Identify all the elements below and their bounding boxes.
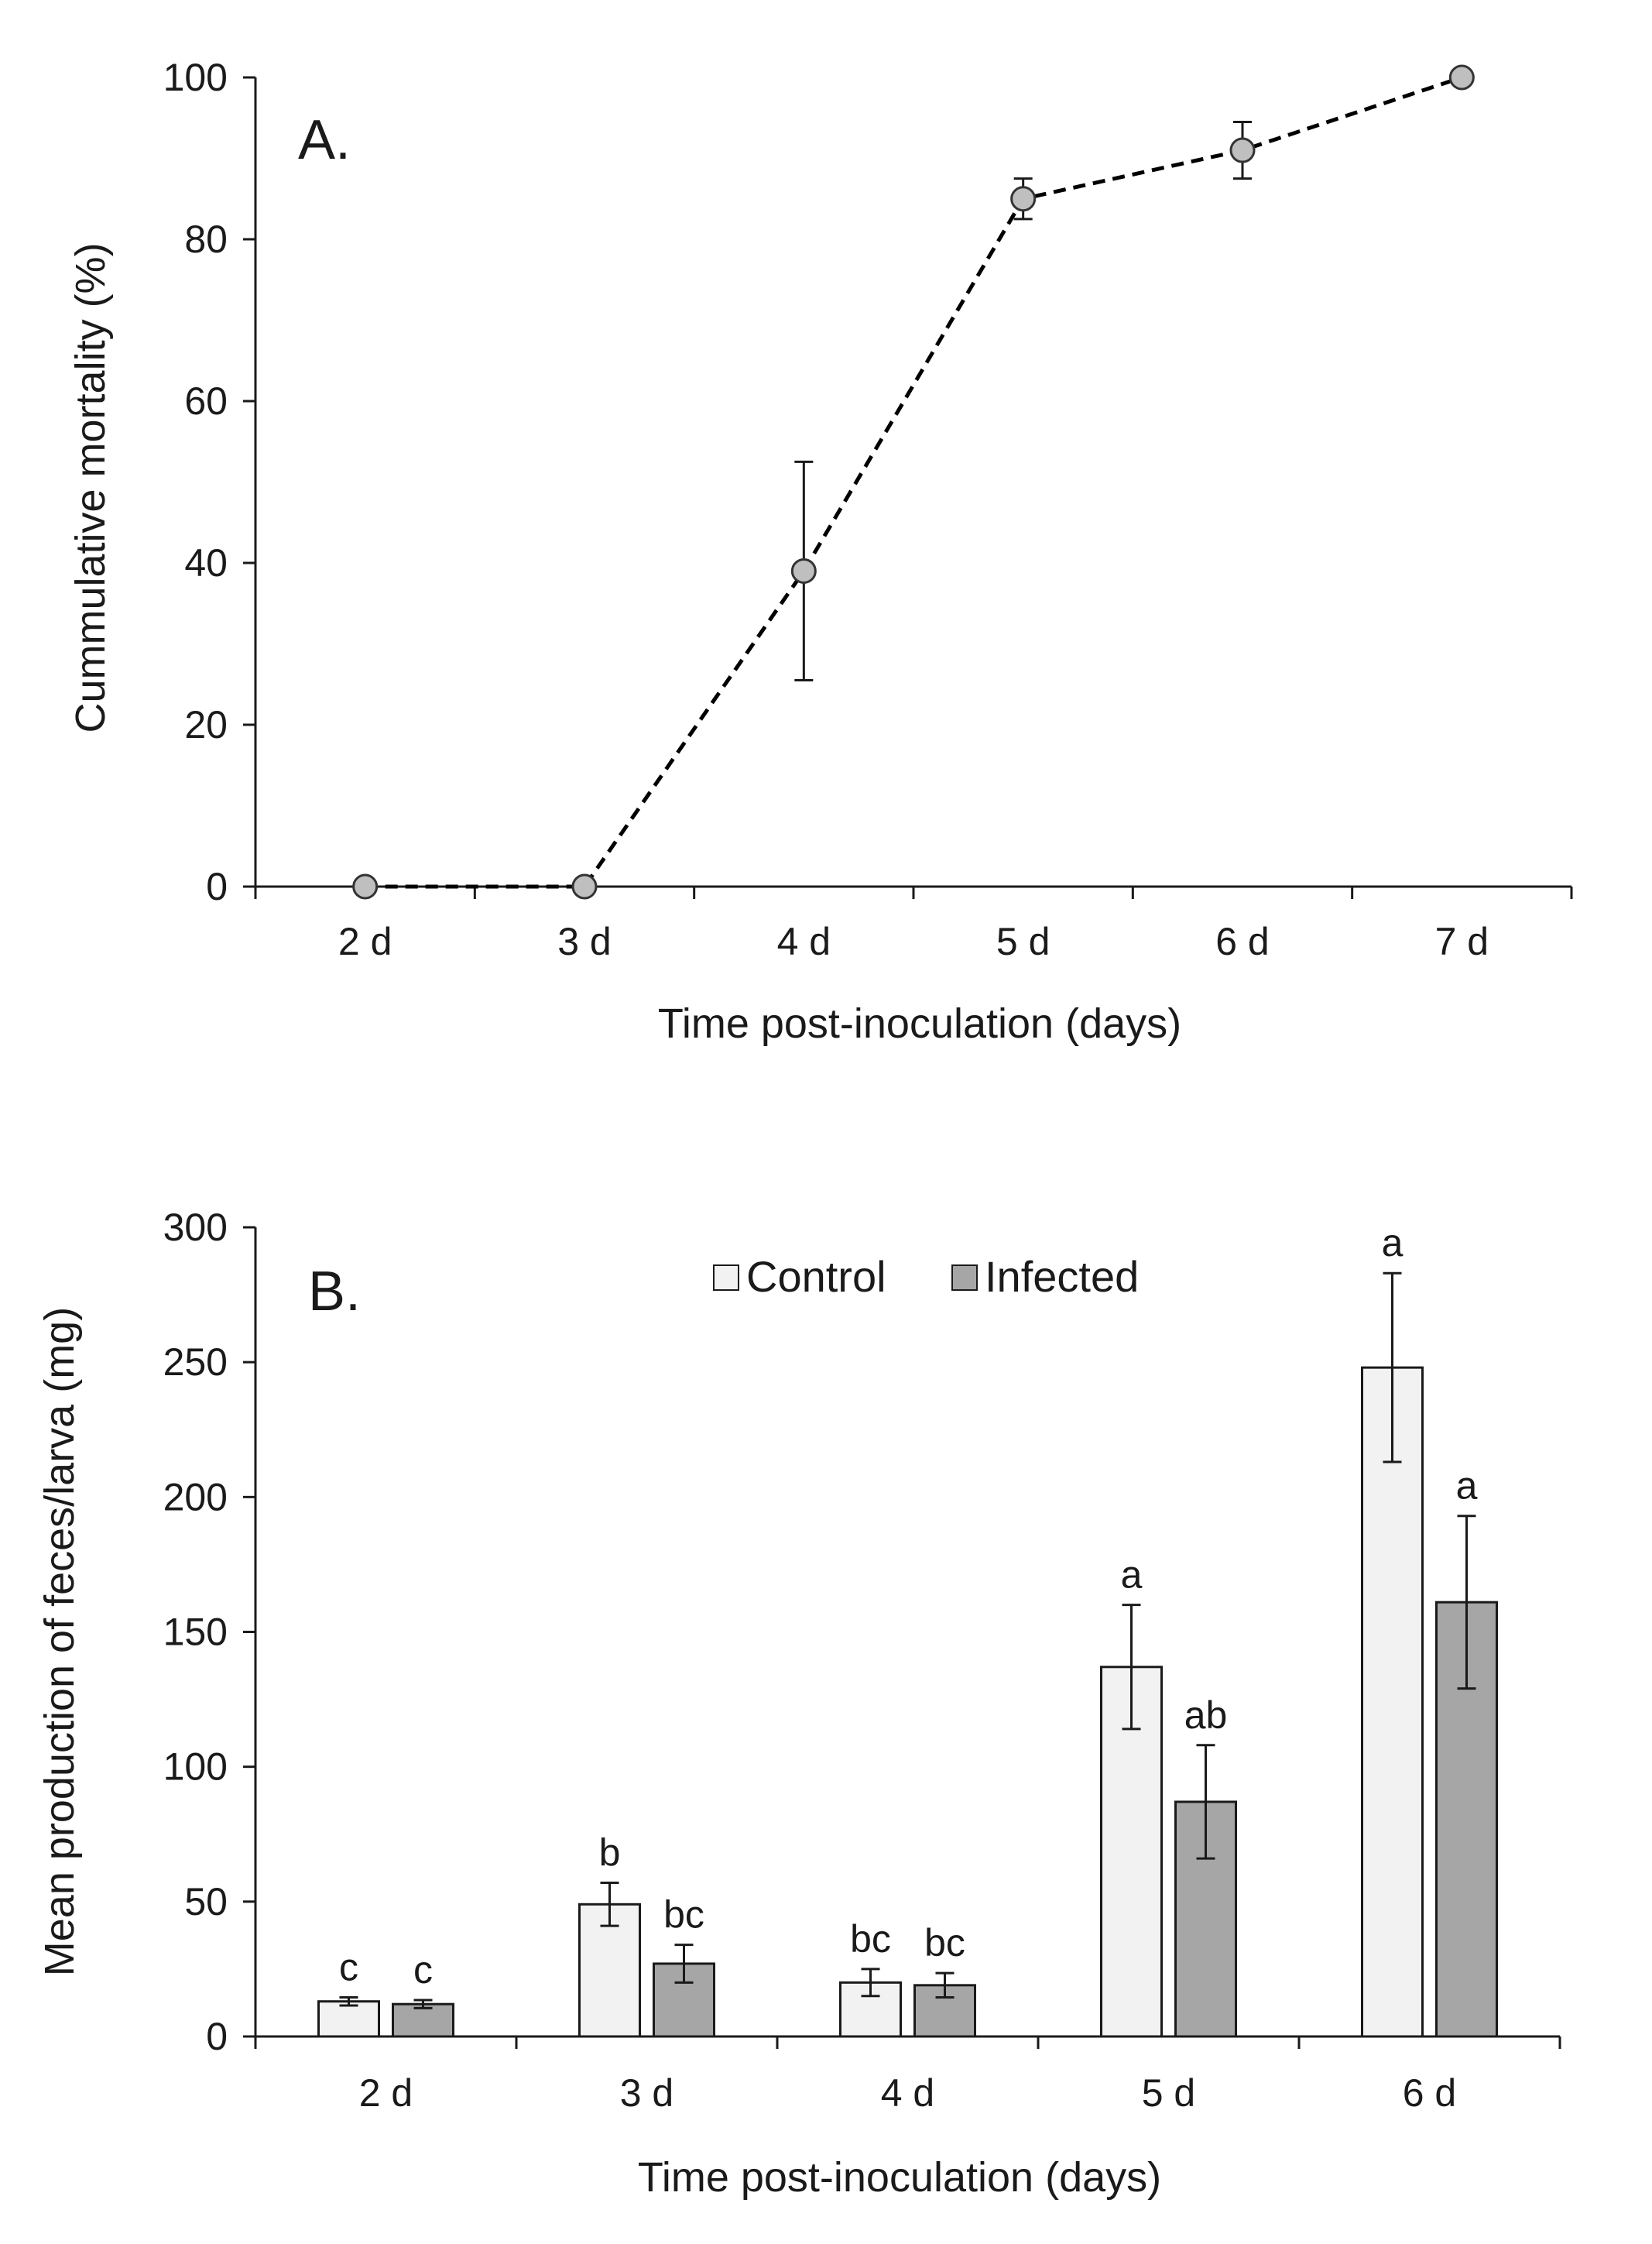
legend-swatch-infected (951, 1264, 978, 1291)
panel-a-mortality-chart: A. 0 20 40 60 80 100 2 d 3 d 4 d 5 d 6 d 7 d Time … (67, 56, 1573, 1047)
panel-b-error-bars (339, 1271, 1476, 2009)
panel-a-x-tick-label: 2 d (338, 920, 392, 963)
panel-a-data-point (571, 873, 598, 900)
panel-a-y-tick-label: 40 (184, 541, 228, 585)
panel-b-bar-control (1361, 1366, 1424, 2038)
panel-b-significance-label-infected: a (1456, 1464, 1478, 1508)
panel-b-label: B. (308, 1261, 361, 1323)
panel-a-y-tick-label: 0 (206, 865, 228, 908)
panel-a-label: A. (298, 109, 351, 171)
panel-b-bar-infected (392, 2002, 454, 2038)
panel-b-significance-label-control: b (599, 1831, 621, 1874)
panel-a-data-point (352, 873, 379, 900)
panel-a-x-tick-label: 7 d (1435, 920, 1489, 963)
panel-b-x-axis-title: Time post-inoculation (days) (638, 2154, 1161, 2201)
panel-a-y-tick-label: 20 (184, 703, 228, 746)
panel-a-x-tick-label: 6 d (1215, 920, 1270, 963)
panel-a-y-tick-label: 60 (184, 379, 228, 423)
panel-a-y-tick-label: 80 (184, 218, 228, 261)
panel-a-x-ticks: 2 d 3 d 4 d 5 d 6 d 7 d (254, 887, 1573, 963)
panel-a-data-point (1229, 137, 1256, 163)
panel-b-y-tick-label: 50 (184, 1880, 228, 1923)
panel-b-x-tick-label: 2 d (359, 2071, 413, 2115)
panel-b-y-axis-title: Mean production of feces/larva (mg) (36, 1307, 83, 1976)
panel-b-x-tick-label: 5 d (1142, 2071, 1196, 2115)
panel-a-x-tick-label: 4 d (777, 920, 831, 963)
panel-a-data-points (352, 64, 1475, 900)
panel-b-x-tick-label: 3 d (620, 2071, 674, 2115)
panel-a-y-tick-label: 100 (163, 56, 228, 99)
panel-b-y-ticks: 0 50 100 150 200 250 300 (163, 1206, 255, 2058)
panel-b-bar-control (317, 2000, 380, 2038)
legend-swatch-control (713, 1264, 739, 1291)
panel-b-y-tick-label: 0 (206, 2015, 228, 2058)
panel-a-x-tick-label: 5 d (996, 920, 1050, 963)
panel-b-significance-label-control: bc (850, 1917, 891, 1961)
panel-b-significance-label-infected: bc (663, 1893, 704, 1937)
panel-b-significance-label-infected: c (413, 1948, 433, 1992)
panel-b-significance-label-control: c (339, 1945, 358, 1988)
panel-b-x-ticks: 2 d 3 d 4 d 5 d 6 d (254, 2036, 1561, 2115)
panel-b-y-tick-label: 250 (163, 1340, 228, 1384)
panel-b-feces-chart: B. 0 50 100 150 200 250 300 2 d 3 d 4 d 5 d 6 d c b… (36, 1206, 1561, 2201)
panel-a-mortality-line (365, 75, 1463, 889)
panel-a-data-point (1448, 64, 1475, 91)
panel-b-y-tick-label: 100 (163, 1745, 228, 1789)
panel-a-y-axis-title: Cummulative mortality (%) (67, 242, 114, 733)
panel-a-x-tick-label: 3 d (557, 920, 612, 963)
panel-a-data-point (790, 558, 817, 584)
panel-b-bars (317, 1366, 1498, 2038)
panel-b-significance-label-control: a (1121, 1553, 1143, 1597)
panel-b-significance-label-infected: ab (1184, 1693, 1228, 1737)
panel-a-data-point (1010, 186, 1037, 212)
panel-a-y-ticks: 0 20 40 60 80 100 (163, 56, 255, 908)
panel-b-significance-label-infected: bc (924, 1921, 965, 1964)
panel-b-legend: Control Infected (713, 1252, 1139, 1301)
panel-a-x-axis-title: Time post-inoculation (days) (658, 1000, 1181, 1047)
panel-b-y-tick-label: 150 (163, 1611, 228, 1654)
panel-b-significance-label-control: a (1382, 1221, 1404, 1264)
legend-label-control: Control (746, 1252, 886, 1301)
legend-label-infected: Infected (985, 1252, 1139, 1301)
panel-b-x-tick-label: 4 d (881, 2071, 935, 2115)
panel-b-y-tick-label: 300 (163, 1206, 228, 1249)
panel-b-x-tick-label: 6 d (1403, 2071, 1457, 2115)
panel-b-y-tick-label: 200 (163, 1475, 228, 1518)
